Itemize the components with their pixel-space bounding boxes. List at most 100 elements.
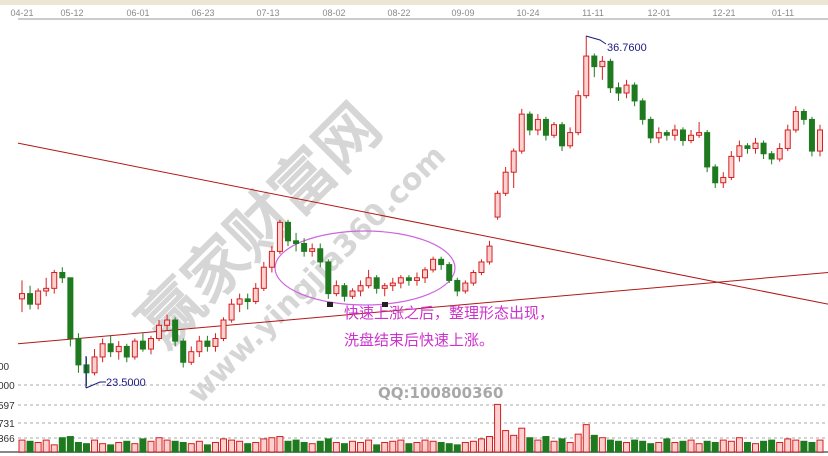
candle-body — [615, 87, 622, 94]
candle — [333, 280, 340, 297]
candle-body — [51, 272, 58, 289]
candle — [43, 277, 50, 297]
candle-body — [663, 132, 670, 136]
x-tick-label: 12-01 — [647, 8, 670, 18]
candle — [413, 272, 420, 286]
volume-bar — [792, 439, 800, 453]
volume-bar — [123, 440, 131, 453]
candle — [107, 335, 114, 357]
candle-body — [567, 132, 574, 147]
x-tick-label: 04-21 — [10, 8, 33, 18]
candle — [67, 277, 74, 347]
candle-body — [462, 282, 469, 292]
volume-bar — [639, 440, 647, 453]
candle-body — [776, 147, 783, 160]
candle-body — [301, 242, 308, 252]
candle — [776, 143, 783, 162]
candle-body — [430, 258, 437, 271]
volume-bar — [614, 440, 622, 453]
candle-body — [422, 269, 429, 279]
candle — [172, 317, 179, 347]
candle-body — [164, 319, 171, 326]
candle-body — [147, 337, 154, 350]
candle — [357, 280, 364, 297]
annotation-line-1: 快速上涨之后，整理形态出现， — [344, 304, 554, 322]
candle-body — [438, 258, 445, 266]
candle-body — [655, 132, 662, 139]
volume-bar — [768, 439, 776, 453]
volume-bar — [816, 439, 824, 453]
candle-body — [293, 240, 300, 244]
volume-bar — [26, 440, 34, 453]
candle-body — [35, 290, 42, 305]
candle — [99, 338, 106, 363]
candle — [567, 127, 574, 149]
volume-axis-label: 597 — [0, 401, 15, 412]
x-tick-label: 08-02 — [322, 8, 345, 18]
volume-bar — [671, 441, 679, 453]
candle — [679, 127, 686, 146]
candle-body — [67, 277, 74, 339]
candle-body — [559, 124, 566, 147]
candle-body — [502, 171, 509, 194]
candle — [260, 261, 267, 291]
candle — [196, 335, 203, 357]
candle — [639, 98, 646, 125]
x-tick-label: 08-22 — [387, 8, 410, 18]
annotation-line-2: 洗盘结束后快速上涨。 — [344, 331, 494, 349]
candle-body — [817, 129, 823, 152]
volume-bar — [268, 437, 276, 453]
candle-body — [478, 261, 485, 274]
candle — [663, 129, 670, 141]
candle — [373, 275, 380, 294]
volume-bar — [784, 438, 792, 453]
x-tick-label: 12-21 — [712, 8, 735, 18]
volume-axis-label: 366 — [0, 434, 15, 445]
candle-body — [736, 145, 743, 157]
candle — [688, 129, 695, 144]
volume-bar — [647, 443, 655, 453]
candle-body — [99, 343, 106, 358]
volume-bar — [461, 441, 469, 453]
candle — [591, 53, 598, 78]
candle — [446, 261, 453, 284]
candle — [470, 269, 477, 286]
candle — [502, 166, 509, 196]
volume-bar — [437, 441, 445, 453]
candle-body — [19, 293, 25, 300]
volume-bar — [534, 439, 542, 453]
candle — [293, 232, 300, 252]
volume-bar — [381, 441, 389, 453]
candle — [212, 333, 219, 352]
volume-bar — [155, 437, 163, 453]
candle — [236, 293, 243, 313]
volume-bar — [99, 443, 107, 453]
candle — [123, 343, 130, 363]
candle-body — [454, 279, 461, 292]
candle — [518, 108, 525, 154]
candle-body — [244, 298, 251, 303]
candle — [180, 338, 187, 368]
candle-body — [91, 356, 98, 374]
candle — [671, 124, 678, 141]
candle-body — [494, 192, 501, 218]
volume-bar — [703, 440, 711, 453]
candle-body — [285, 221, 291, 242]
candle-body — [405, 277, 412, 281]
candle — [607, 58, 614, 94]
volume-bar — [107, 444, 115, 453]
candle-body — [551, 124, 557, 136]
volume-bar — [727, 440, 735, 453]
candle-body — [268, 250, 275, 268]
volume-bar — [195, 440, 203, 453]
candle — [438, 256, 445, 270]
volume-bar — [163, 439, 171, 453]
candle — [752, 137, 759, 154]
candle — [91, 349, 98, 376]
volume-bar — [340, 443, 348, 453]
candle-body — [228, 303, 235, 321]
low-price-label: 23.5000 — [106, 377, 146, 389]
volume-bar — [260, 438, 268, 453]
candle-body — [704, 132, 711, 168]
candle — [615, 82, 622, 101]
